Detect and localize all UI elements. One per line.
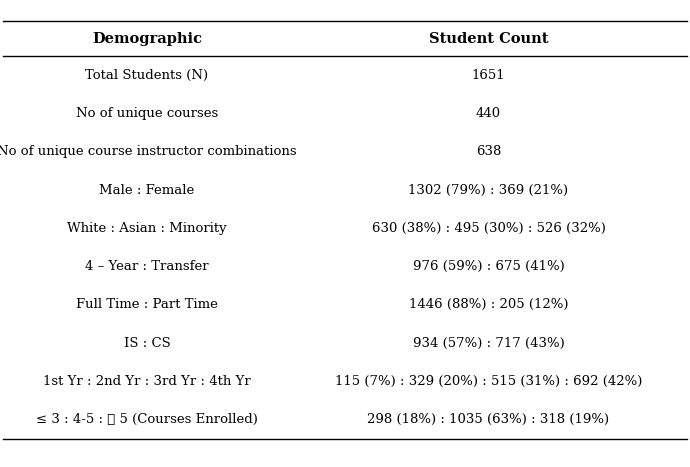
Text: No of unique course instructor combinations: No of unique course instructor combinati… <box>0 145 297 158</box>
Text: Student Count: Student Count <box>428 32 548 45</box>
Text: ≤ 3 : 4-5 : ≫ 5 (Courses Enrolled): ≤ 3 : 4-5 : ≫ 5 (Courses Enrolled) <box>36 413 258 426</box>
Text: 1st Yr : 2nd Yr : 3rd Yr : 4th Yr: 1st Yr : 2nd Yr : 3rd Yr : 4th Yr <box>43 375 250 388</box>
Text: White : Asian : Minority: White : Asian : Minority <box>67 222 227 235</box>
Text: 115 (7%) : 329 (20%) : 515 (31%) : 692 (42%): 115 (7%) : 329 (20%) : 515 (31%) : 692 (… <box>335 375 642 388</box>
Text: 934 (57%) : 717 (43%): 934 (57%) : 717 (43%) <box>413 337 564 350</box>
Text: 4 – Year : Transfer: 4 – Year : Transfer <box>85 260 208 273</box>
Text: Total Students (N): Total Students (N) <box>86 69 208 82</box>
Text: 1446 (88%) : 205 (12%): 1446 (88%) : 205 (12%) <box>408 298 568 311</box>
Text: Male : Female: Male : Female <box>99 184 195 197</box>
Text: 440: 440 <box>476 107 501 120</box>
Text: 976 (59%) : 675 (41%): 976 (59%) : 675 (41%) <box>413 260 564 273</box>
Text: 630 (38%) : 495 (30%) : 526 (32%): 630 (38%) : 495 (30%) : 526 (32%) <box>371 222 605 235</box>
Text: Demographic: Demographic <box>92 32 202 45</box>
Text: Full Time : Part Time: Full Time : Part Time <box>76 298 218 311</box>
Text: 638: 638 <box>476 145 501 158</box>
Text: 1302 (79%) : 369 (21%): 1302 (79%) : 369 (21%) <box>408 184 569 197</box>
Text: IS : CS: IS : CS <box>124 337 170 350</box>
Text: 298 (18%) : 1035 (63%) : 318 (19%): 298 (18%) : 1035 (63%) : 318 (19%) <box>367 413 609 426</box>
Text: 1651: 1651 <box>472 69 505 82</box>
Text: No of unique courses: No of unique courses <box>76 107 218 120</box>
